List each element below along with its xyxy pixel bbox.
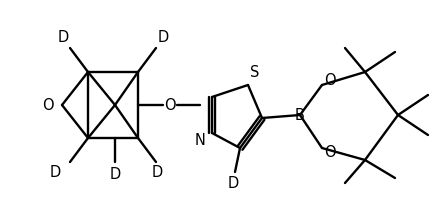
Text: D: D <box>57 31 69 46</box>
Text: O: O <box>42 97 54 112</box>
Text: D: D <box>157 31 168 46</box>
Text: S: S <box>250 65 260 80</box>
Text: B: B <box>295 107 305 123</box>
Text: D: D <box>109 167 121 182</box>
Text: O: O <box>324 73 336 87</box>
Text: O: O <box>164 97 176 112</box>
Text: D: D <box>151 165 163 179</box>
Text: N: N <box>194 133 206 148</box>
Text: D: D <box>228 175 239 191</box>
Text: O: O <box>324 145 336 160</box>
Text: D: D <box>49 165 60 179</box>
